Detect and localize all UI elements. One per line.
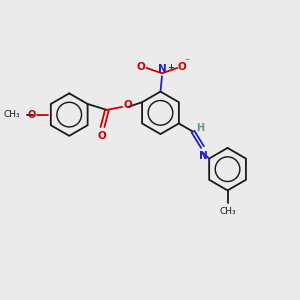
Text: O: O [98,130,107,140]
Text: N: N [199,151,207,160]
Text: CH₃: CH₃ [3,110,20,119]
Text: H: H [196,123,205,133]
Text: N: N [158,64,166,74]
Text: O: O [27,110,35,120]
Text: O: O [123,100,132,110]
Text: O: O [178,61,187,71]
Text: O: O [136,61,145,71]
Text: CH₃: CH₃ [219,207,236,216]
Text: +: + [167,63,174,72]
Text: ⁻: ⁻ [185,58,190,68]
